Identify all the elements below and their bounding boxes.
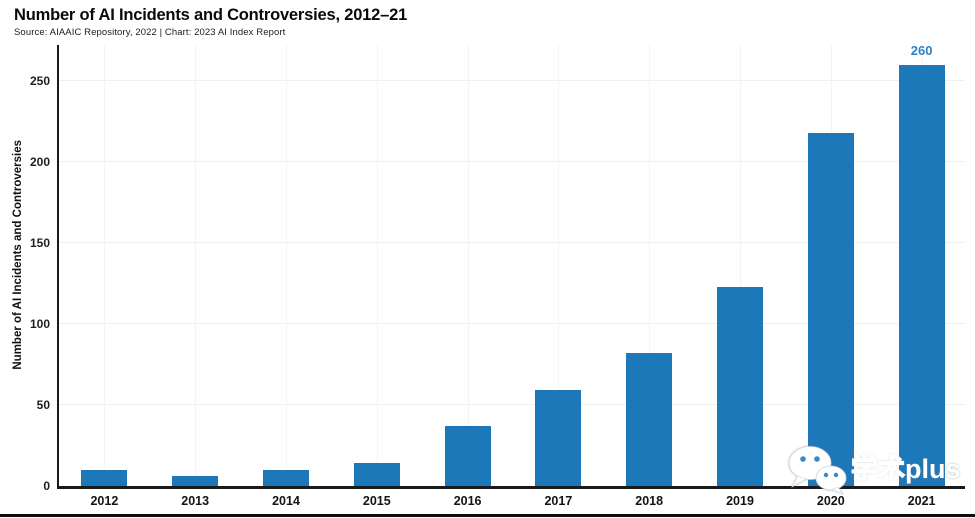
vertical-gridline: [740, 45, 741, 486]
chart-source-note: Source: AIAAIC Repository, 2022 | Chart:…: [14, 27, 286, 38]
bar-2016: [444, 426, 491, 486]
y-tick-label: 0: [43, 479, 50, 493]
vertical-gridline: [286, 45, 287, 486]
horizontal-gridline: [59, 403, 965, 405]
bar-2017: [535, 390, 582, 486]
x-tick-label: 2021: [907, 494, 936, 508]
bar-2013: [172, 476, 219, 486]
vertical-gridline: [467, 45, 469, 486]
horizontal-gridline: [59, 79, 965, 81]
x-tick-label: 2020: [816, 494, 845, 508]
vertical-gridline: [376, 45, 378, 486]
watermark-text-cn: 学术: [850, 453, 905, 484]
watermark-text-en: plus: [905, 453, 961, 484]
bar-2018: [626, 353, 673, 486]
horizontal-gridline: [59, 160, 965, 162]
x-tick-label: 2013: [181, 494, 210, 508]
bottom-border-line: [0, 514, 975, 517]
wechat-icon: [788, 446, 847, 494]
bar-2020: [807, 132, 854, 486]
y-tick-label: 200: [29, 154, 50, 169]
x-tick-label: 2017: [544, 494, 573, 508]
x-tick-label: 2015: [362, 494, 391, 508]
x-tick-label: 2019: [726, 494, 754, 508]
vertical-gridline: [558, 45, 560, 486]
bar-2019: [717, 286, 763, 486]
x-tick-label: 2018: [635, 494, 664, 508]
vertical-gridline: [195, 45, 197, 486]
chart-title: Number of AI Incidents and Controversies…: [14, 6, 408, 24]
vertical-gridline: [649, 45, 651, 486]
y-tick-label: 150: [29, 235, 50, 250]
bar-2015: [353, 463, 400, 486]
bar-2021: [898, 64, 945, 486]
bar-2014: [263, 469, 309, 486]
horizontal-gridline: [59, 322, 965, 324]
x-tick-label: 2012: [90, 494, 119, 508]
x-tick-label: 2016: [453, 494, 482, 508]
vertical-gridline: [104, 45, 106, 486]
horizontal-gridline: [59, 241, 965, 243]
bar-value-label: 260: [910, 42, 933, 58]
bar-2012: [81, 469, 128, 486]
y-tick-label: 250: [29, 73, 50, 88]
plot-area: 0 50 100 150 200 250 2012 2013 2014 2015 2016 2017 2…: [30, 42, 965, 507]
x-tick-label: 2014: [272, 494, 300, 508]
y-tick-label: 100: [29, 316, 50, 331]
y-axis-label: Number of AI Incidents and Controversies: [12, 140, 24, 370]
watermark: 学术plus: [786, 444, 961, 494]
y-tick-label: 50: [36, 397, 50, 412]
